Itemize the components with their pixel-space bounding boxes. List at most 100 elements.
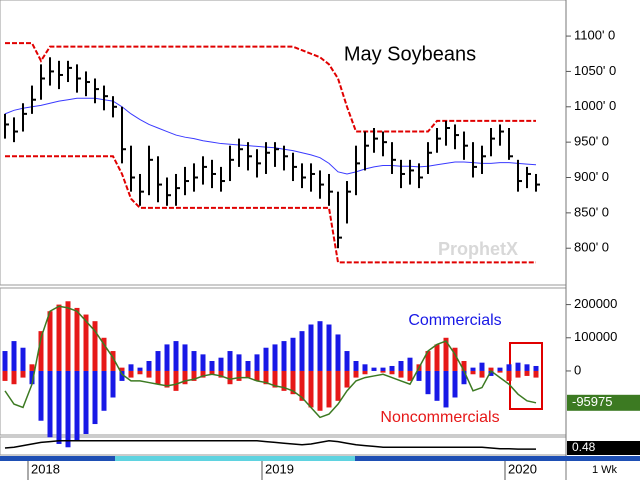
cot-bar [182,370,188,385]
x-tick-label: 2018 [31,461,60,476]
cot-bar [362,364,368,371]
cot-bar [209,370,215,375]
cot-bar [191,351,197,371]
cot-bar [299,331,305,371]
index-line [4,305,537,419]
cot-bar [47,311,53,371]
watermark: ProphetX [438,239,518,259]
cot-bar [290,370,296,395]
legend-entry: Noncommercials [380,409,499,426]
cot-bar [452,347,458,371]
y-tick-label: 1100' 0 [574,28,615,43]
cot-bar [227,351,233,371]
cot-bar [173,341,179,371]
cot-bar [245,361,251,371]
cot-bar [362,370,368,375]
cot-bar [263,370,269,385]
cot-bar [92,370,98,425]
cot-bar [281,341,287,371]
cot-bar [398,370,404,378]
cot-bar [515,362,521,371]
cot-bar [56,304,62,371]
cot-bar [335,334,341,371]
channel-line [5,155,536,264]
cot-bar [65,301,71,371]
cot-bar [533,370,539,378]
cot-bar [200,354,206,371]
cot-bar [506,364,512,371]
cot-bar [146,361,152,371]
cot-bar [110,351,116,371]
cot-bar [119,370,125,381]
cot-bar [155,351,161,371]
cot-bar [2,370,8,381]
cot-bar [353,370,359,378]
cot-bar [11,370,17,385]
y-tick-label: 100000 [574,329,617,344]
cot-bar [20,370,26,378]
cot-bar [371,367,377,371]
cot-bar [110,370,116,398]
cot-bar [101,370,107,411]
cot-bar [344,370,350,388]
cot-bar [101,337,107,371]
cot-bar [272,370,278,388]
cot-bar [128,364,134,371]
y-tick-label: 800' 0 [574,240,609,255]
cot-bar [155,370,161,385]
y-tick-label: 200000 [574,296,617,311]
cot-bar [83,314,89,371]
y-tick-label: 1050' 0 [574,63,616,78]
cot-bar [380,370,386,373]
time-strip-highlight [115,456,355,461]
cot-bar [416,370,422,381]
cot-bar [425,370,431,395]
cot-bar [443,337,449,371]
cot-bar [308,324,314,371]
cot-bar [389,365,395,371]
cot-bar [83,370,89,434]
cot-bar [218,370,224,378]
periodicity-label: 1 Wk [592,464,618,476]
cot-bar [272,344,278,371]
cot-bar [524,364,530,371]
cot-bar [38,370,44,421]
cot-bar [164,370,170,388]
time-strip [566,456,640,461]
cot-bar [137,370,143,375]
cot-bar [29,370,35,385]
moving-average [4,97,537,175]
cot-bar [92,321,98,371]
cot-bar [245,370,251,378]
cot-bar [290,337,296,371]
cot-bar [326,370,332,408]
cot-bar [434,370,440,401]
oscillator-line [4,440,536,450]
cot-bar [461,370,467,385]
cot-bar [146,370,152,378]
cot-bar [200,370,206,378]
cot-bar [452,370,458,398]
cot-bar [506,370,512,381]
y-tick-label: 1000' 0 [574,98,616,113]
last-value-label: -95975 [572,394,612,409]
y-tick-label: 850' 0 [574,204,609,219]
cot-bar [317,321,323,371]
cot-bar [488,367,494,371]
cot-bar [353,361,359,371]
cot-bar [407,357,413,371]
cot-bar [497,367,503,371]
cot-bar [479,362,485,371]
cot-bar [308,370,314,408]
cot-bar [11,341,17,371]
cot-bar [128,370,134,378]
cot-bar [236,370,242,381]
y-tick-label: 950' 0 [574,134,609,149]
value-box [567,441,640,455]
cot-bar [317,370,323,411]
cot-bar [137,367,143,371]
cot-bar [281,370,287,391]
cot-bar [227,370,233,385]
cot-bar [335,370,341,401]
